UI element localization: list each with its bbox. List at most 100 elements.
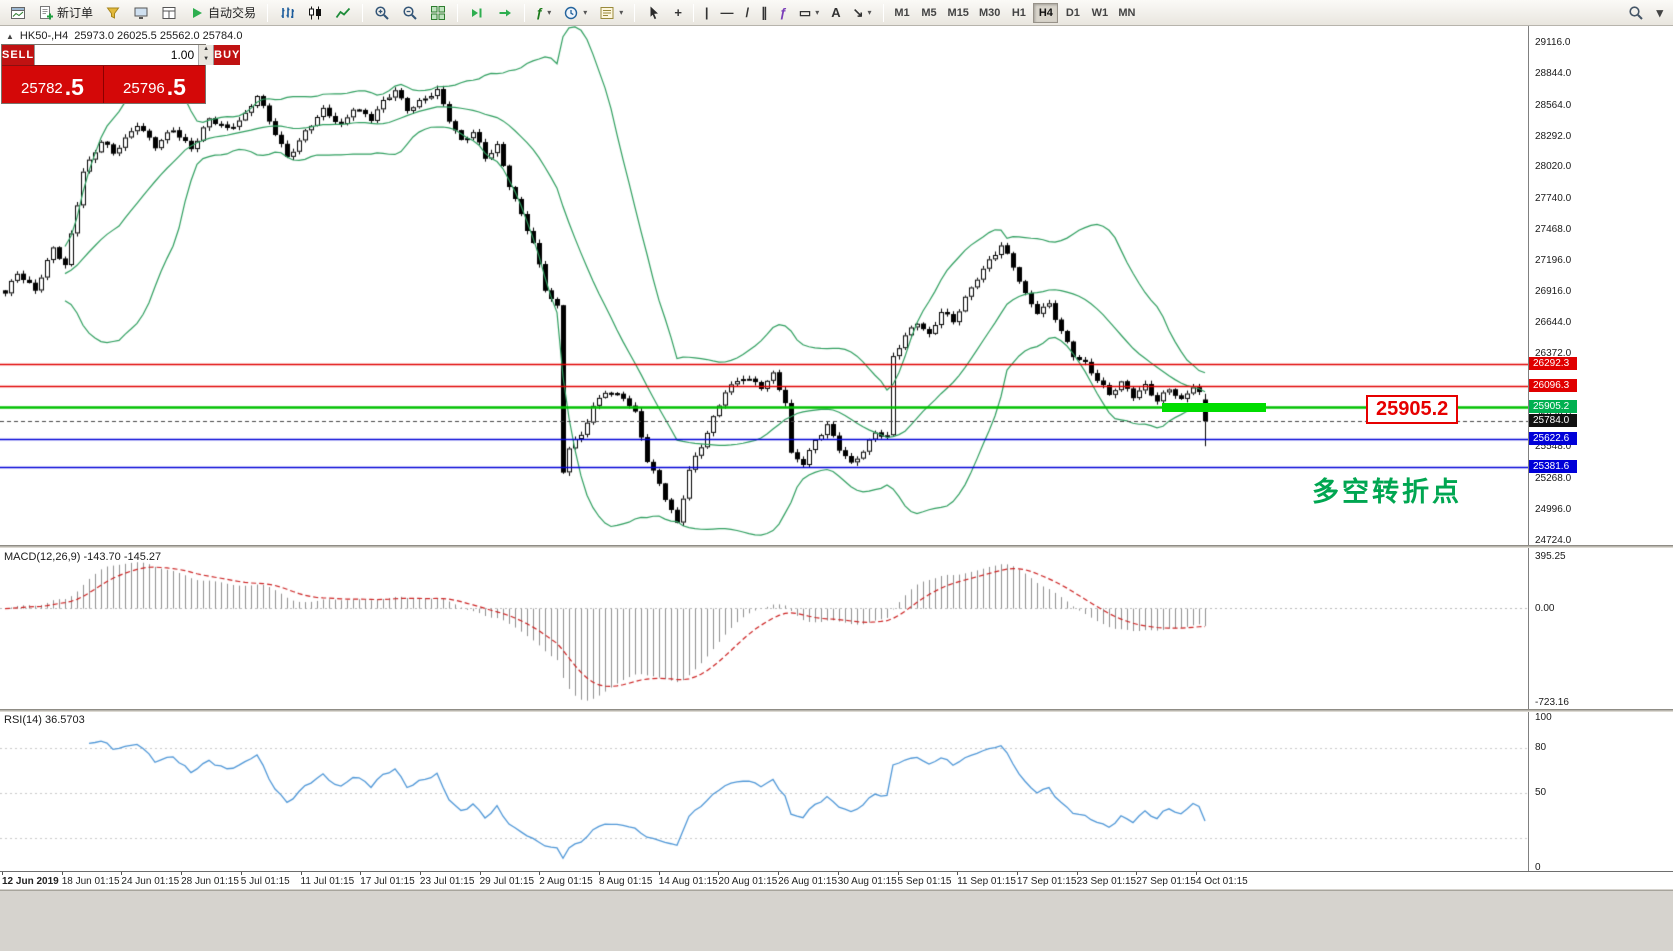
rsi-indicator-label: RSI(14) 36.5703 (4, 714, 85, 726)
price-divider (103, 66, 104, 103)
trendline-button[interactable]: / (741, 2, 755, 24)
zoom-in-button[interactable] (369, 2, 395, 24)
toolbar-more-icon: ▾ (1656, 5, 1663, 20)
price-scale[interactable]: 29116.0 28844.0 28564.0 28292.0 28020.0 27740… (1528, 26, 1673, 873)
price-axis-label: 26644.0 (1535, 317, 1572, 329)
line-chart-icon (335, 5, 351, 21)
timeframe-h1-button[interactable]: H1 (1011, 6, 1026, 19)
chart-shift-button[interactable] (492, 2, 518, 24)
macd-indicator-label: MACD(12,26,9) -143.70 -145.27 (4, 551, 162, 563)
tile-windows-button[interactable] (425, 2, 451, 24)
timeframe-m5-button[interactable]: M5 (921, 6, 937, 19)
time-axis-label: 5 Jul 01:15 (240, 876, 290, 887)
periods-button[interactable]: ▾ (558, 2, 592, 24)
timeframe-w1-button[interactable]: W1 (1091, 6, 1109, 19)
buy-price[interactable]: 25796.5 (104, 66, 205, 103)
market-watch-icon (133, 5, 149, 21)
time-axis-tick (479, 872, 481, 875)
annotation-text: 多空转折点 (1312, 477, 1462, 507)
timeframe-h4-button[interactable]: H4 (1033, 2, 1059, 23)
market-watch-button[interactable] (128, 2, 154, 24)
sell-button[interactable]: SELL (2, 45, 35, 65)
templates-button[interactable]: ▾ (594, 2, 628, 24)
pane-separator-rsi[interactable] (0, 709, 1673, 712)
time-axis-label: 27 Sep 01:15 (1136, 876, 1196, 887)
volume-input[interactable] (35, 45, 199, 65)
highlight-zone (1162, 403, 1266, 413)
pane-separator-macd[interactable] (0, 545, 1673, 548)
time-axis-label: 23 Jul 01:15 (419, 876, 475, 887)
price-tag-25784.0: 25784.0 (1529, 414, 1577, 428)
time-axis-label: 5 Sep 01:15 (897, 876, 952, 887)
caret-down-icon: ▾ (583, 8, 588, 17)
toolbar-more-button[interactable]: ▾ (1651, 2, 1668, 24)
toolbar-separator (882, 3, 884, 22)
time-axis-tick (1016, 872, 1018, 875)
timeframe-d1-button[interactable]: D1 (1065, 6, 1080, 19)
timeframe-mn-button[interactable]: MN (1118, 6, 1136, 19)
new-order-icon (38, 5, 54, 21)
zoom-in-icon (374, 5, 390, 21)
periods-icon (563, 5, 579, 21)
timeframe-m15-button[interactable]: M15 (947, 6, 969, 19)
crosshair-button[interactable]: + (669, 2, 687, 24)
time-axis-tick (181, 872, 183, 875)
price-tag-25905.2: 25905.2 (1529, 400, 1577, 414)
arrows-button[interactable]: ↘ ▾ (848, 2, 877, 24)
horizontal-line-button[interactable]: — (716, 2, 739, 24)
volume-decrease-button[interactable]: ▼ (199, 55, 214, 65)
toolbar-separator (634, 3, 636, 22)
new-chart-icon (10, 5, 26, 21)
indicators-button[interactable]: ƒ ▾ (531, 2, 556, 24)
timeframe-m30-button[interactable]: M30 (978, 6, 1001, 19)
auto-trading-button-label: 自动交易 (208, 6, 257, 20)
time-axis-tick (778, 872, 780, 875)
timeframe-m1-button[interactable]: M1 (894, 6, 910, 19)
time-axis-tick (61, 872, 63, 875)
line-chart-button[interactable] (330, 2, 356, 24)
profiles-button[interactable] (100, 2, 126, 24)
new-order-button-label: 新订单 (57, 6, 94, 20)
equidistant-channel-button[interactable]: ∥ (756, 2, 773, 24)
vertical-line-icon: | (704, 5, 709, 20)
price-tag-26292.3: 26292.3 (1529, 356, 1577, 370)
fibonacci-button[interactable]: ƒ (775, 2, 792, 24)
new-order-button[interactable]: 新订单 (33, 2, 98, 24)
price-axis-label: 24724.0 (1535, 534, 1572, 546)
vertical-line-button[interactable]: | (700, 2, 714, 24)
time-axis-tick (897, 872, 899, 875)
buy-button[interactable]: BUY (214, 45, 241, 65)
volume-increase-button[interactable]: ▲ (199, 45, 214, 55)
cursor-button[interactable] (641, 2, 667, 24)
time-axis-tick (1196, 872, 1197, 875)
zoom-out-button[interactable] (397, 2, 423, 24)
time-axis-label: 18 Jun 01:15 (61, 876, 120, 887)
new-chart-button[interactable] (5, 2, 31, 24)
rsi-axis-label: 100 (1535, 712, 1552, 723)
price-axis-label: 24996.0 (1535, 503, 1572, 515)
text-button[interactable]: A (826, 2, 845, 24)
rsi-axis-label: 0 (1535, 862, 1541, 873)
sell-price[interactable]: 25782.5 (2, 66, 103, 103)
bar-chart-button[interactable] (274, 2, 300, 24)
search-button[interactable] (1623, 2, 1649, 24)
time-axis-tick (360, 872, 362, 875)
time-axis-label: 29 Jul 01:15 (479, 876, 535, 887)
time-axis-tick (599, 872, 600, 875)
candlestick-chart-button[interactable] (302, 2, 328, 24)
auto-trading-button[interactable]: 自动交易 (184, 2, 261, 24)
time-axis-label: 17 Sep 01:15 (1016, 876, 1077, 887)
time-axis-tick (718, 872, 720, 875)
time-axis-tick (419, 872, 421, 875)
shapes-button[interactable]: ▭ ▾ (794, 2, 824, 24)
toolbar-separator (457, 3, 459, 22)
price-tag-25381.6: 25381.6 (1529, 459, 1577, 473)
time-axis-label: 17 Jul 01:15 (360, 876, 415, 887)
time-axis[interactable]: 12 Jun 2019 18 Jun 01:15 24 Jun 01:15 28 Ju… (0, 871, 1673, 889)
chart-canvas[interactable] (0, 26, 1528, 871)
data-window-button[interactable] (156, 2, 182, 24)
auto-scroll-button[interactable] (464, 2, 490, 24)
main-toolbar: 新订单 自动交易 ƒ ▾ ▾ ▾ + | — / ∥ ƒ ▭ ▾ A ↘ ▾ M1 M5 M15 M30 H1 H4 D1 W1… (0, 0, 1673, 26)
price-axis-label: 27196.0 (1535, 254, 1572, 266)
time-axis-label: 28 Jun 01:15 (181, 876, 239, 887)
